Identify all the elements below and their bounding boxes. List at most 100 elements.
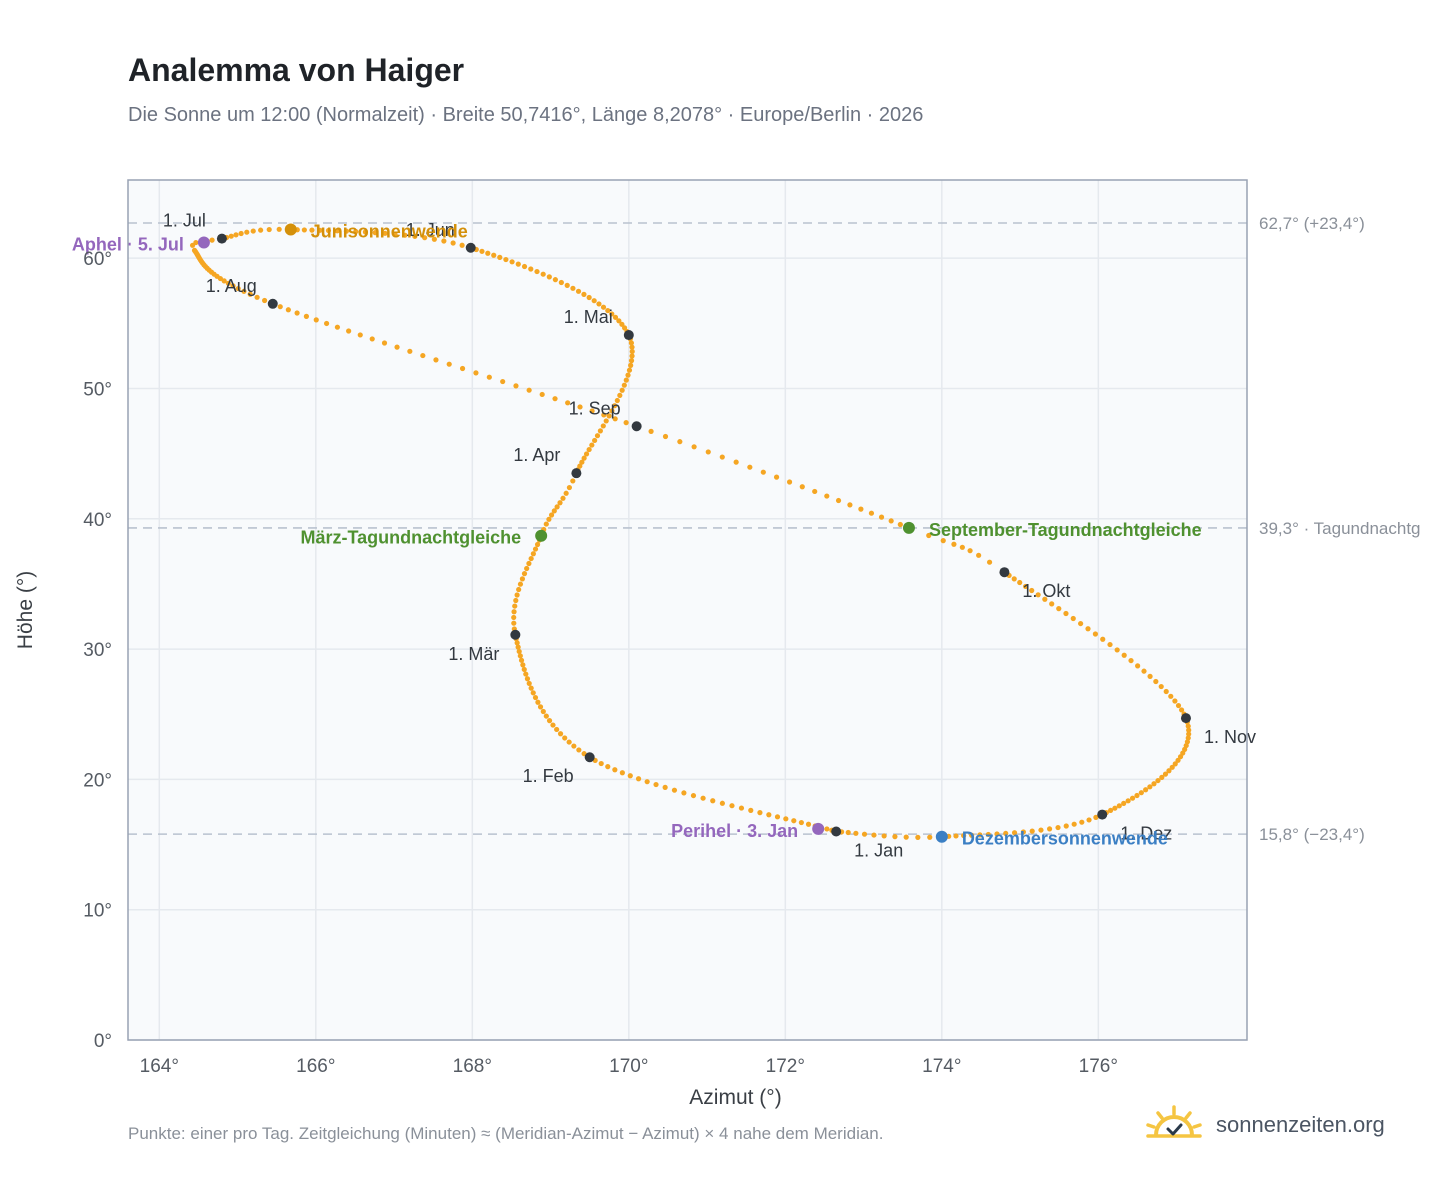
- daily-sun-point: [514, 640, 520, 646]
- brand-logo[interactable]: sonnenzeiten.org: [1146, 1100, 1385, 1150]
- daily-sun-point: [241, 288, 247, 294]
- month-markers: 1. Jan 1. Feb 1. Mär 1. Apr 1. Mai 1. Jun 1. J…: [163, 211, 1256, 861]
- daily-sun-point: [586, 294, 592, 301]
- daily-sun-point: [532, 546, 539, 552]
- month-marker: [1180, 713, 1191, 724]
- daily-sun-point: [422, 235, 428, 241]
- daily-sun-point: [619, 770, 625, 776]
- daily-sun-point: [511, 614, 517, 621]
- daily-sun-point: [1121, 800, 1127, 806]
- daily-sun-point: [609, 408, 615, 414]
- daily-sun-point: [479, 248, 485, 254]
- month-marker: [465, 242, 476, 253]
- y-axis-label: Höhe (°): [14, 571, 37, 649]
- daily-sun-point: [301, 227, 307, 233]
- daily-sun-point: [729, 803, 735, 809]
- daily-sun-point: [1079, 819, 1085, 825]
- daily-sun-point: [277, 304, 283, 310]
- daily-sun-point: [621, 382, 627, 388]
- daily-sun-point: [1186, 727, 1192, 733]
- daily-sun-point: [967, 548, 973, 554]
- daily-sun-point: [503, 256, 509, 263]
- daily-sun-point: [681, 790, 687, 796]
- month-marker-label: 1. Jan: [854, 841, 903, 861]
- daily-sun-point: [1166, 768, 1172, 774]
- daily-sun-point: [528, 555, 534, 562]
- daily-sun-point: [557, 731, 564, 737]
- month-marker: [216, 233, 227, 244]
- daily-sun-point: [1147, 673, 1153, 679]
- daily-sun-point: [1125, 798, 1131, 804]
- daily-sun-point: [600, 423, 606, 429]
- daily-sun-point: [459, 365, 466, 372]
- daily-sun-point: [1135, 663, 1141, 669]
- daily-sun-point: [1063, 610, 1069, 617]
- daily-sun-point: [473, 370, 479, 376]
- daily-sun-point: [662, 784, 668, 790]
- daily-sun-point: [619, 387, 625, 393]
- daily-sun-point: [614, 397, 620, 404]
- daily-sun-point: [824, 493, 830, 499]
- daily-sun-point: [626, 367, 633, 373]
- month-marker-label: 1. Okt: [1022, 581, 1070, 601]
- daily-sun-point: [597, 428, 603, 434]
- daily-sun-point: [774, 814, 781, 820]
- daily-sun-point: [558, 279, 564, 286]
- daily-sun-point: [1038, 827, 1044, 833]
- daily-sun-point: [323, 320, 330, 327]
- daily-sun-point: [512, 603, 518, 609]
- x-tick-label: 172°: [766, 1056, 805, 1077]
- daily-sun-point: [524, 565, 530, 572]
- daily-sun-point: [959, 544, 965, 550]
- daily-sun-point: [629, 348, 635, 355]
- daily-sun-point: [537, 704, 544, 710]
- daily-sun-point: [233, 232, 239, 238]
- chart-subtitle: Die Sonne um 12:00 (Normalzeit) · Breite…: [128, 104, 924, 126]
- month-marker-label: 1. Jun: [406, 220, 455, 240]
- daily-sun-point: [1143, 787, 1149, 793]
- daily-sun-point: [325, 227, 332, 234]
- daily-sun-point: [977, 832, 983, 838]
- daily-sun-point: [526, 387, 532, 393]
- daily-sun-point: [760, 469, 766, 475]
- daily-sun-point: [276, 226, 282, 232]
- special-point-label: März-Tagundnachtgleiche: [300, 528, 521, 548]
- daily-sun-point: [915, 834, 921, 840]
- daily-sun-point: [1078, 620, 1084, 627]
- month-marker: [999, 567, 1010, 578]
- footnote: Punkte: einer pro Tag. Zeitgleichung (Mi…: [128, 1124, 884, 1143]
- daily-sun-point: [552, 396, 558, 402]
- daily-sun-point: [521, 263, 528, 270]
- daily-sun-point: [783, 816, 789, 822]
- daily-sun-point: [969, 832, 975, 838]
- daily-sun-point: [407, 348, 413, 354]
- daily-sun-point: [554, 504, 560, 510]
- daily-sun-point: [1107, 641, 1113, 648]
- daily-sun-point: [500, 378, 506, 385]
- daily-sun-point: [1159, 774, 1165, 780]
- daily-sun-point: [591, 298, 597, 304]
- daily-sun-point: [612, 767, 618, 773]
- daily-sun-point: [605, 307, 611, 314]
- daily-sun-point: [515, 261, 521, 267]
- daily-sun-point: [986, 559, 993, 565]
- daily-sun-point: [612, 416, 618, 422]
- month-marker: [267, 298, 278, 309]
- daily-sun-point: [571, 743, 577, 749]
- daily-sun-point: [953, 833, 959, 839]
- special-point-label: Junisonnenwende: [311, 222, 468, 242]
- daily-sun-point: [382, 230, 388, 236]
- daily-sun-point: [1003, 830, 1009, 837]
- month-marker: [571, 468, 582, 479]
- daily-sun-point: [1175, 702, 1182, 709]
- daily-sun-point: [1071, 821, 1077, 827]
- daily-sun-point: [1035, 592, 1041, 598]
- daily-sun-point: [1070, 615, 1076, 622]
- daily-sun-point: [757, 810, 763, 816]
- daily-sun-point: [540, 708, 546, 715]
- special-point-label: Dezembersonnenwende: [962, 829, 1168, 849]
- daily-sun-point: [691, 444, 697, 450]
- daily-sun-point: [583, 451, 590, 457]
- daily-sun-point: [519, 576, 526, 582]
- x-tick-label: 174°: [922, 1056, 961, 1077]
